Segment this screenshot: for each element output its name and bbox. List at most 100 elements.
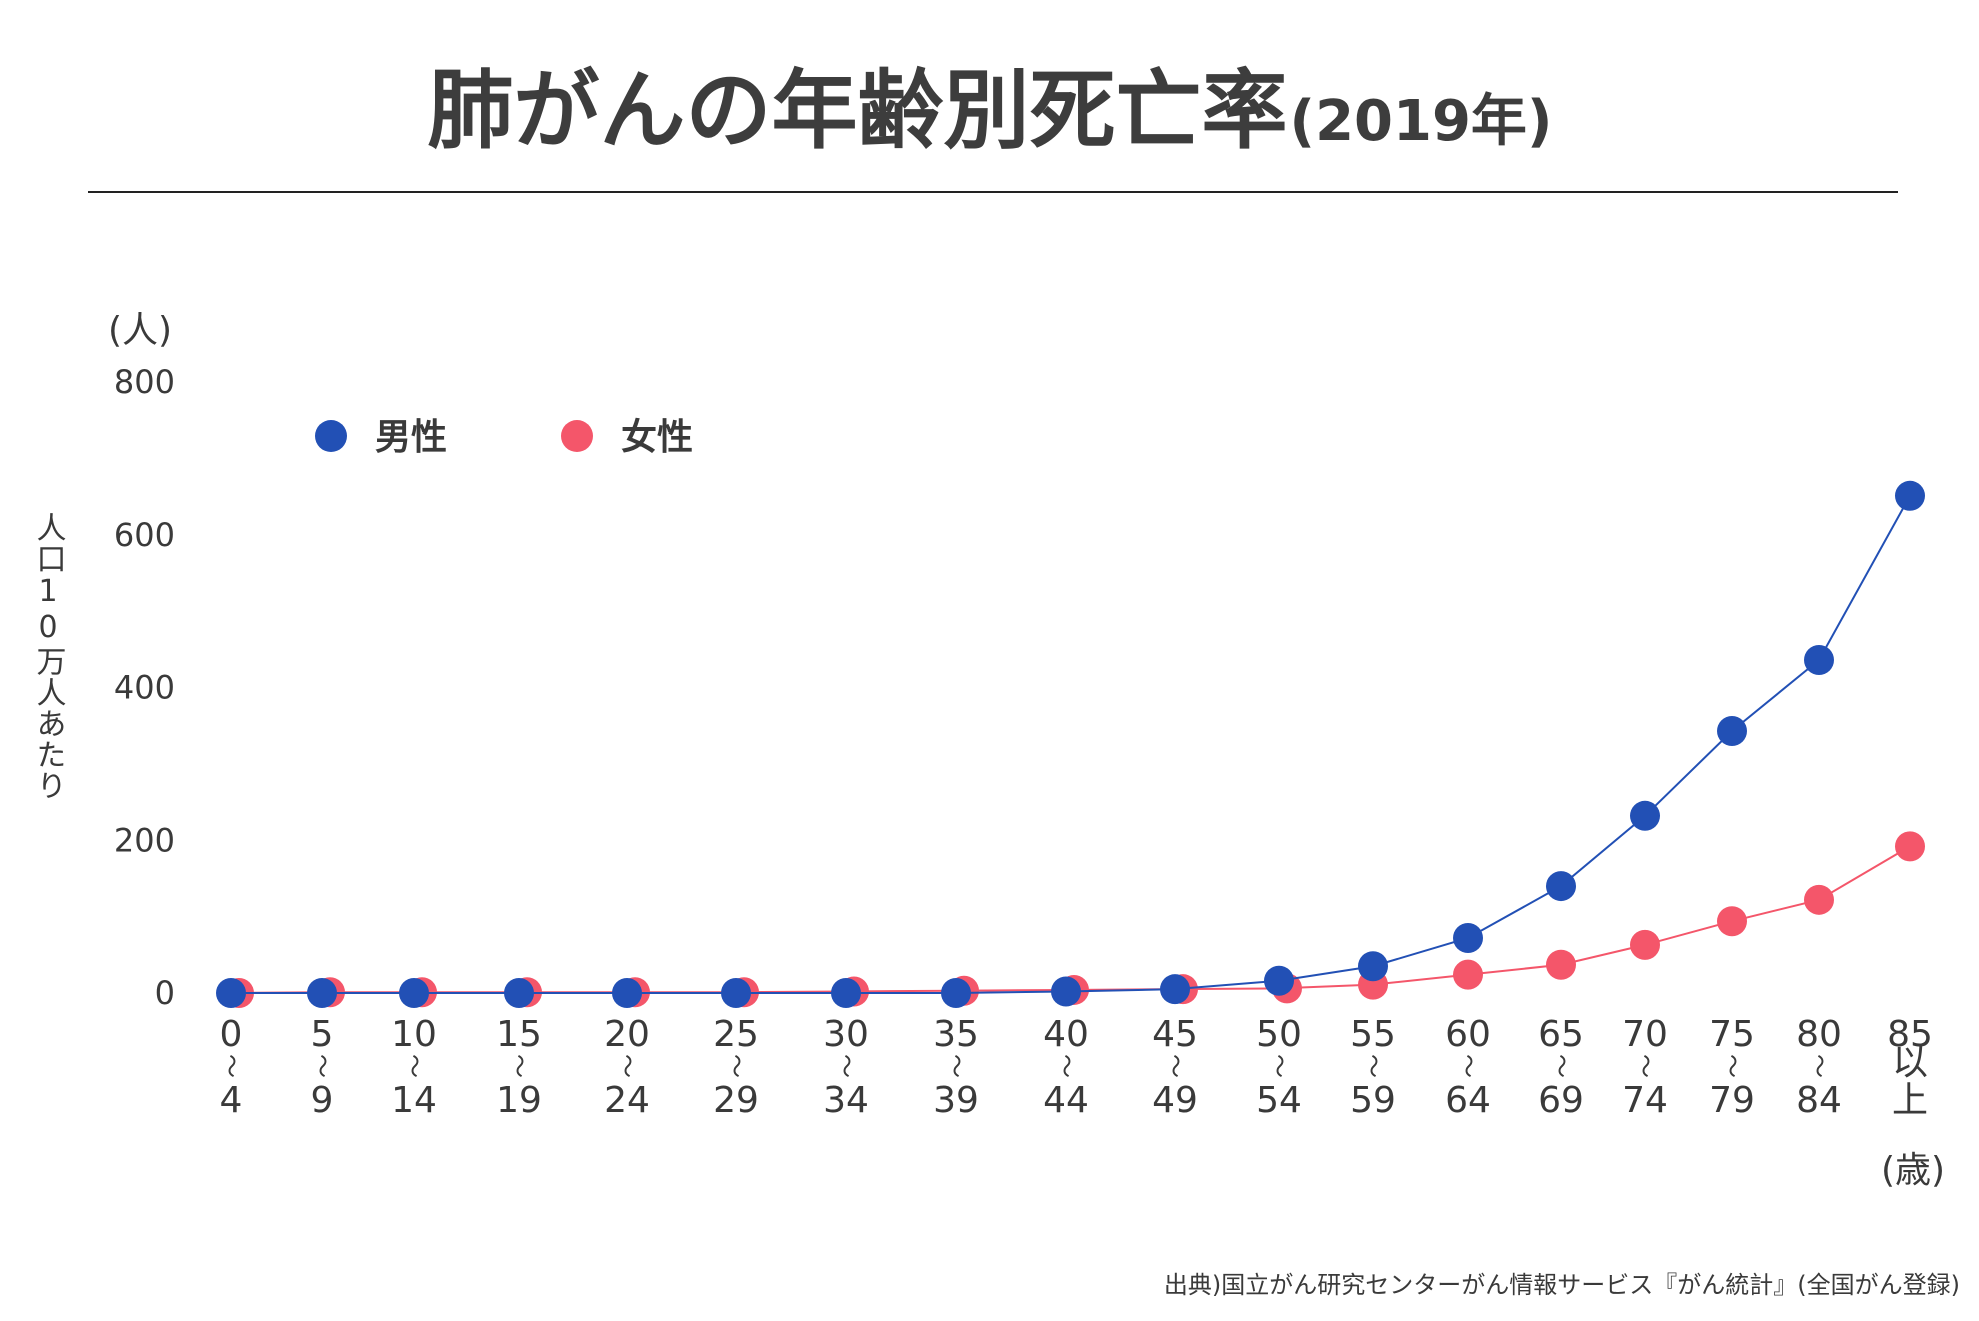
source-note: 出典)国立がん研究センターがん情報サービス『がん統計』(全国がん登録) — [1164, 1271, 1960, 1299]
x-tick-label-line: 25 — [713, 1014, 759, 1055]
data-point-male — [1717, 716, 1747, 747]
x-tick-label: 15〜19 — [496, 1014, 542, 1121]
data-point-male — [1546, 871, 1576, 902]
series-layer — [216, 480, 1925, 1008]
x-tick-label-line: 34 — [823, 1080, 869, 1121]
x-tick-label-line: 45 — [1152, 1014, 1198, 1055]
x-tick-label-line: 〜 — [942, 1054, 970, 1078]
x-tick-label-line: 20 — [604, 1014, 650, 1055]
legend: 男性 女性 — [315, 417, 693, 458]
data-point-male — [1264, 965, 1294, 996]
y-tick-label: 200 — [114, 821, 175, 859]
chart-title: 肺がんの年齢別死亡率(2019年) — [427, 61, 1552, 161]
x-tick-label-line: 70 — [1622, 1014, 1668, 1055]
x-tick-label-line: 〜 — [400, 1054, 428, 1078]
x-tick-label-line: 75 — [1709, 1014, 1755, 1055]
legend-label: 男性 — [375, 417, 447, 458]
x-tick-label-line: 14 — [391, 1080, 437, 1121]
data-point-female — [1630, 929, 1660, 960]
y-axis-ticks: 0 200 400 600 800 — [114, 363, 175, 1012]
legend-label: 女性 — [621, 417, 693, 458]
x-tick-label-line: 0 — [220, 1014, 243, 1055]
x-tick-label: 55〜59 — [1350, 1014, 1396, 1121]
x-tick-label: 25〜29 — [713, 1014, 759, 1121]
data-point-male — [307, 978, 337, 1008]
x-tick-label-line: 〜 — [832, 1054, 860, 1078]
x-tick-label-line: 50 — [1256, 1014, 1302, 1055]
x-tick-label-line: 60 — [1445, 1014, 1491, 1055]
x-tick-label-line: 9 — [311, 1080, 334, 1121]
x-tick-label: 0〜4 — [217, 1014, 245, 1121]
x-tick-label-line: 〜 — [1265, 1054, 1293, 1078]
x-tick-label: 60〜64 — [1445, 1014, 1491, 1121]
x-tick-label: 10〜14 — [391, 1014, 437, 1121]
y-tick-label: 0 — [155, 974, 175, 1012]
y-tick-label: 400 — [114, 669, 175, 707]
legend-marker — [315, 420, 347, 452]
x-tick-label-line: 〜 — [1161, 1054, 1189, 1078]
x-tick-label-line: 〜 — [505, 1054, 533, 1078]
x-tick-label-line: 84 — [1796, 1080, 1842, 1121]
x-tick-label: 80〜84 — [1796, 1014, 1842, 1121]
x-tick-label-line: 59 — [1350, 1080, 1396, 1121]
x-tick-label: 75〜79 — [1709, 1014, 1755, 1121]
x-tick-label-line: 29 — [713, 1080, 759, 1121]
y-tick-label: 600 — [114, 516, 175, 554]
x-tick-label-line: 65 — [1538, 1014, 1584, 1055]
data-point-male — [1804, 645, 1834, 676]
data-point-male — [1051, 976, 1081, 1007]
x-tick-label-line: 以 — [1892, 1042, 1928, 1083]
x-tick-label-line: 4 — [220, 1080, 243, 1121]
x-tick-label-line: 49 — [1152, 1080, 1198, 1121]
x-tick-label: 65〜69 — [1538, 1014, 1584, 1121]
x-tick-label-line: 〜 — [1805, 1054, 1833, 1078]
legend-item-male: 男性 — [315, 417, 447, 458]
data-point-male — [1358, 951, 1388, 982]
series-line-female — [230, 845, 1911, 994]
data-point-male — [1630, 800, 1660, 831]
data-point-male — [831, 978, 861, 1008]
data-point-female — [1546, 949, 1576, 980]
x-tick-label: 40〜44 — [1043, 1014, 1089, 1121]
x-tick-label-line: 〜 — [722, 1054, 750, 1078]
x-tick-label-line: 74 — [1622, 1080, 1668, 1121]
x-unit-label: (歳) — [1881, 1150, 1945, 1191]
x-tick-label-line: 40 — [1043, 1014, 1089, 1055]
x-tick-label-line: 〜 — [613, 1054, 641, 1078]
x-axis-ticks: 0〜45〜910〜1415〜1920〜2425〜2930〜3435〜3940〜4… — [217, 1014, 1933, 1121]
x-tick-label-line: 15 — [496, 1014, 542, 1055]
data-point-male — [216, 978, 246, 1008]
x-tick-label-line: 〜 — [1052, 1054, 1080, 1078]
x-tick-label-line: 5 — [311, 1014, 334, 1055]
x-tick-label-line: 〜 — [1359, 1054, 1387, 1078]
x-tick-label-line: 79 — [1709, 1080, 1755, 1121]
x-tick-label-line: 〜 — [1718, 1054, 1746, 1078]
x-tick-label: 45〜49 — [1152, 1014, 1198, 1121]
data-point-female — [1804, 884, 1834, 915]
data-point-male — [399, 978, 429, 1008]
x-tick-label-line: 44 — [1043, 1080, 1089, 1121]
data-point-male — [1160, 974, 1190, 1005]
data-point-male — [721, 978, 751, 1008]
legend-marker — [561, 420, 593, 452]
x-tick-label-line: 39 — [933, 1080, 979, 1121]
x-tick-label-line: 24 — [604, 1080, 650, 1121]
x-tick-label-line: 〜 — [217, 1054, 245, 1078]
x-tick-label-line: 〜 — [1547, 1054, 1575, 1078]
x-tick-label: 35〜39 — [933, 1014, 979, 1121]
x-tick-label-line: 54 — [1256, 1080, 1302, 1121]
data-point-male — [504, 978, 534, 1008]
x-tick-label-line: 10 — [391, 1014, 437, 1055]
series-line-male — [231, 495, 1911, 994]
data-point-male — [941, 978, 971, 1008]
data-point-female — [1895, 831, 1925, 862]
x-tick-label-line: 35 — [933, 1014, 979, 1055]
x-tick-label: 20〜24 — [604, 1014, 650, 1121]
x-tick-label-line: 69 — [1538, 1080, 1584, 1121]
data-point-female — [1717, 906, 1747, 937]
data-point-male — [612, 978, 642, 1008]
x-tick-label: 70〜74 — [1622, 1014, 1668, 1121]
